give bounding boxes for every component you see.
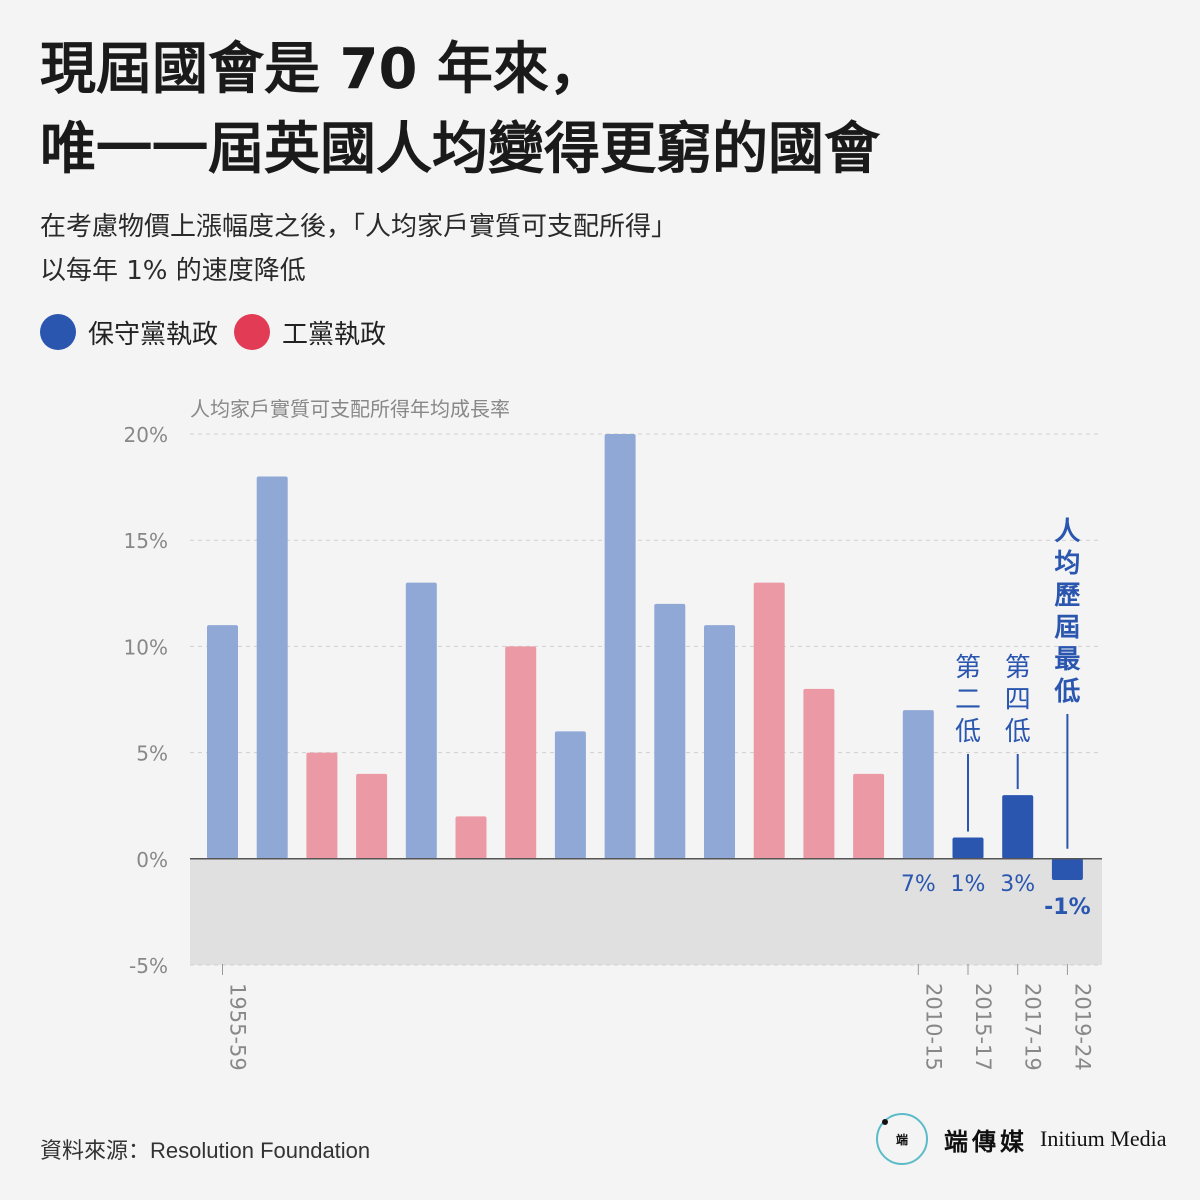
title-line-2: 唯一一屆英國人均變得更窮的國會 bbox=[40, 117, 880, 182]
annotation-char: 二 bbox=[955, 685, 981, 715]
annotation-char: 低 bbox=[1053, 677, 1080, 707]
subtitle-line-1: 在考慮物價上漲幅度之後，「人均家戶實質可支配所得」 bbox=[40, 212, 678, 242]
legend-label-conservative: 保守黨執政 bbox=[88, 319, 219, 350]
x-tick-label: 1955-59 bbox=[226, 983, 250, 1071]
data-labels: 1955-59 2010-157%2015-171%第二低2017-193%第四低… bbox=[190, 517, 1102, 1071]
data-label: 1% bbox=[951, 872, 986, 897]
annotation-char: 第 bbox=[955, 653, 981, 683]
x-tick-label: 2019-24 bbox=[1070, 983, 1094, 1071]
legend-swatch-labour bbox=[234, 314, 271, 350]
bar bbox=[902, 710, 934, 859]
x-tick-label: 2010-15 bbox=[921, 983, 945, 1071]
bar bbox=[604, 434, 636, 859]
negative-band bbox=[190, 858, 1102, 965]
bar bbox=[405, 582, 437, 859]
source-note: 資料來源：Resolution Foundation bbox=[40, 1138, 371, 1163]
data-label: 3% bbox=[1000, 872, 1035, 897]
subtitle-line-2: 以每年 1% 的速度降低 bbox=[40, 256, 306, 286]
y-tick-label: 15% bbox=[124, 529, 168, 553]
grid: 20% 15% 10% 5% 0% -5% bbox=[124, 423, 1102, 978]
legend: 保守黨執政 工黨執政 bbox=[40, 312, 402, 352]
chart-subtitle: 在考慮物價上漲幅度之後，「人均家戶實質可支配所得」 以每年 1% 的速度降低 bbox=[40, 205, 1160, 293]
bar bbox=[753, 582, 785, 859]
bar bbox=[704, 625, 735, 859]
annotation-char: 屆 bbox=[1054, 613, 1080, 643]
bar bbox=[356, 773, 388, 859]
y-tick-label: 10% bbox=[124, 635, 168, 659]
x-tick-label: 2017-19 bbox=[1021, 983, 1045, 1071]
legend-item-labour: 工黨執政 bbox=[234, 314, 386, 351]
data-label: 7% bbox=[901, 872, 936, 897]
chart-title: 現屆國會是 70 年來， 唯一一屆英國人均變得更窮的國會 bbox=[40, 30, 1160, 190]
legend-item-conservative: 保守黨執政 bbox=[40, 314, 218, 351]
annotation-char: 四 bbox=[1005, 685, 1031, 715]
bar bbox=[952, 837, 984, 859]
bar bbox=[1051, 858, 1083, 881]
annotation-char: 最 bbox=[1054, 645, 1081, 675]
annotation-char: 人 bbox=[1054, 517, 1080, 547]
logo-name-cn: 端傳媒 bbox=[944, 1126, 1028, 1156]
bars bbox=[207, 434, 1083, 881]
title-line-1: 現屆國會是 70 年來， bbox=[40, 37, 605, 102]
bar bbox=[1002, 795, 1034, 859]
legend-swatch-conservative bbox=[40, 314, 76, 350]
y-tick-label: -5% bbox=[129, 954, 168, 978]
bar bbox=[803, 688, 835, 859]
bar bbox=[554, 731, 586, 859]
legend-label-labour: 工黨執政 bbox=[282, 319, 387, 350]
publisher-logo: 端 端傳媒 Initium Media bbox=[876, 1112, 1166, 1166]
annotation-char: 低 bbox=[1005, 717, 1031, 747]
bar bbox=[853, 773, 885, 859]
y-axis-title: 人均家戶實質可支配所得年均成長率 bbox=[190, 397, 510, 421]
logo-mark-text: 端 bbox=[895, 1132, 908, 1147]
bar-chart: 人均家戶實質可支配所得年均成長率 20% 15% 10% 5% 0% -5% 1955-5… bbox=[124, 397, 1102, 1071]
annotation-char: 歷 bbox=[1054, 581, 1080, 611]
bar bbox=[207, 625, 238, 859]
x-tick-label: 2015-17 bbox=[971, 983, 995, 1071]
data-label: -1% bbox=[1044, 895, 1090, 920]
bar bbox=[455, 816, 487, 859]
logo-name-en: Initium Media bbox=[1040, 1126, 1167, 1151]
bar bbox=[306, 752, 338, 859]
y-tick-label: 5% bbox=[136, 742, 168, 766]
annotation-char: 均 bbox=[1054, 549, 1080, 579]
bar bbox=[256, 476, 288, 859]
logo-mark-icon: 端 bbox=[876, 1113, 928, 1165]
bar bbox=[654, 603, 686, 859]
y-tick-label: 20% bbox=[124, 423, 168, 447]
y-tick-label: 0% bbox=[136, 848, 168, 872]
annotation-char: 低 bbox=[955, 717, 981, 747]
annotation-char: 第 bbox=[1005, 653, 1031, 683]
bar bbox=[505, 646, 537, 859]
